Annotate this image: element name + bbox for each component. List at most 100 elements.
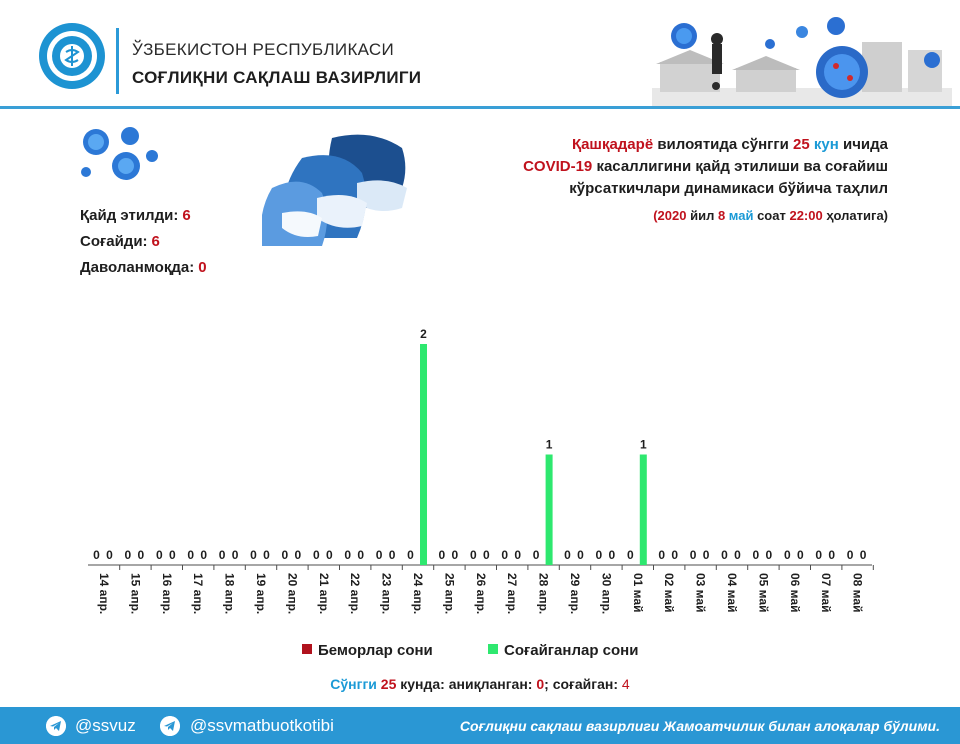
summary-prefix: Сўнгги bbox=[330, 676, 381, 692]
summary-text1: кунда: аниқланган: bbox=[396, 676, 537, 692]
asof-day: 8 bbox=[717, 208, 726, 223]
x-tick-label: 25 апр. bbox=[442, 573, 456, 614]
title-part1: вилоятида сўнгги bbox=[653, 136, 794, 153]
title-days: 25 bbox=[793, 136, 810, 153]
x-tick-label: 03 май bbox=[694, 573, 708, 612]
data-label-recovered: 0 bbox=[389, 548, 396, 562]
x-tick-label: 28 апр. bbox=[537, 573, 551, 614]
telegram-icon[interactable] bbox=[46, 716, 66, 736]
data-label-recovered: 0 bbox=[452, 548, 459, 562]
data-label-patients: 0 bbox=[376, 548, 383, 562]
asof-open: ( bbox=[653, 208, 658, 223]
data-label-patients: 0 bbox=[187, 548, 194, 562]
stat-treating-value: 0 bbox=[198, 259, 207, 276]
data-label-patients: 0 bbox=[501, 548, 508, 562]
stat-registered-value: 6 bbox=[182, 207, 191, 224]
x-tick-label: 15 апр. bbox=[128, 573, 142, 614]
data-label-patients: 0 bbox=[847, 548, 854, 562]
x-tick-label: 23 апр. bbox=[380, 573, 394, 614]
data-label-recovered: 0 bbox=[671, 548, 678, 562]
data-label-recovered: 0 bbox=[734, 548, 741, 562]
stat-recovered-value: 6 bbox=[151, 233, 160, 250]
ministry-emblem-icon bbox=[39, 23, 105, 89]
as-of-date: (2020 йил 8 май соат 22:00 ҳолатига) bbox=[653, 208, 888, 223]
data-label-patients: 0 bbox=[282, 548, 289, 562]
legend-item-patients: Беморлар сони bbox=[302, 642, 433, 659]
stat-recovered-label: Соғайди: bbox=[80, 233, 148, 250]
header-virus-illustration bbox=[652, 17, 952, 106]
data-label-recovered: 0 bbox=[295, 548, 302, 562]
data-label-recovered: 0 bbox=[828, 548, 835, 562]
x-tick-label: 08 май bbox=[851, 573, 865, 612]
data-label-recovered: 0 bbox=[263, 548, 270, 562]
x-tick-label: 19 апр. bbox=[254, 573, 268, 614]
data-label-recovered: 0 bbox=[703, 548, 710, 562]
x-tick-label: 27 апр. bbox=[505, 573, 519, 614]
data-label-patients: 0 bbox=[627, 548, 634, 562]
asof-time: 22:00 bbox=[789, 208, 823, 223]
x-tick-label: 26 апр. bbox=[474, 573, 488, 614]
x-tick-label: 24 апр. bbox=[411, 573, 425, 614]
data-label-recovered: 0 bbox=[483, 548, 490, 562]
title-part2: ичида bbox=[838, 136, 888, 153]
data-label-recovered: 0 bbox=[357, 548, 364, 562]
telegram-handle-ssvuz[interactable]: @ssvuz bbox=[75, 716, 136, 735]
x-tick-label: 18 апр. bbox=[223, 573, 237, 614]
data-label-recovered: 0 bbox=[169, 548, 176, 562]
legend-item-recovered: Соғайганлар сони bbox=[488, 642, 638, 659]
stat-treating-label: Даволанмоқда: bbox=[80, 259, 195, 276]
data-label-patients: 0 bbox=[250, 548, 257, 562]
x-tick-label: 05 май bbox=[756, 573, 770, 612]
data-label-patients: 0 bbox=[313, 548, 320, 562]
x-tick-label: 17 апр. bbox=[191, 573, 205, 614]
data-label-patients: 0 bbox=[407, 548, 414, 562]
summary-text2: ; соғайган: bbox=[544, 676, 622, 692]
data-label-recovered: 2 bbox=[420, 327, 427, 341]
title-line3: кўрсаткичлари динамикаси бўйича таҳлил bbox=[569, 180, 888, 197]
asof-text3: соат bbox=[753, 208, 790, 223]
data-label-patients: 0 bbox=[344, 548, 351, 562]
data-label-patients: 0 bbox=[564, 548, 571, 562]
legend-swatch-patients bbox=[302, 644, 312, 654]
header-divider bbox=[116, 28, 119, 94]
title-covid: COVID-19 bbox=[523, 158, 593, 175]
legend-swatch-recovered bbox=[488, 644, 498, 654]
data-label-recovered: 0 bbox=[106, 548, 113, 562]
data-label-patients: 0 bbox=[93, 548, 100, 562]
data-label-patients: 0 bbox=[219, 548, 226, 562]
x-tick-label: 22 апр. bbox=[348, 573, 362, 614]
header: ЎЗБЕКИСТОН РЕСПУБЛИКАСИ СОҒЛИҚНИ САҚЛАШ … bbox=[0, 0, 960, 108]
x-tick-label: 14 апр. bbox=[97, 573, 111, 614]
data-label-patients: 0 bbox=[439, 548, 446, 562]
data-label-patients: 0 bbox=[815, 548, 822, 562]
stat-treating: Даволанмоқда: 0 bbox=[80, 259, 207, 276]
bar-recovered bbox=[639, 454, 647, 565]
ministry-name-line2: СОҒЛИҚНИ САҚЛАШ ВАЗИРЛИГИ bbox=[132, 68, 422, 87]
data-label-recovered: 1 bbox=[546, 438, 553, 452]
data-label-patients: 0 bbox=[470, 548, 477, 562]
data-label-patients: 0 bbox=[156, 548, 163, 562]
data-label-patients: 0 bbox=[753, 548, 760, 562]
data-label-patients: 0 bbox=[721, 548, 728, 562]
data-label-recovered: 0 bbox=[514, 548, 521, 562]
title-part3: касаллигини қайд этилиши ва соғайиш bbox=[592, 158, 888, 175]
telegram-handle-matbuot[interactable]: @ssvmatbuotkotibi bbox=[190, 716, 334, 735]
data-label-recovered: 0 bbox=[766, 548, 773, 562]
telegram-icon[interactable] bbox=[160, 716, 180, 736]
asof-month: май bbox=[728, 208, 754, 223]
title-region: Қашқадарё bbox=[571, 136, 654, 153]
x-tick-label: 29 апр. bbox=[568, 573, 582, 614]
data-label-recovered: 1 bbox=[640, 438, 647, 452]
data-label-recovered: 0 bbox=[860, 548, 867, 562]
data-label-recovered: 0 bbox=[200, 548, 207, 562]
bar-recovered bbox=[420, 344, 427, 565]
x-tick-label: 21 апр. bbox=[317, 573, 331, 614]
data-label-recovered: 0 bbox=[138, 548, 145, 562]
asof-text4: ҳолатига) bbox=[822, 208, 888, 223]
x-tick-label: 07 май bbox=[819, 573, 833, 612]
masked-people-icon bbox=[262, 134, 407, 246]
bar-recovered bbox=[545, 454, 553, 565]
asof-year: 2020 bbox=[657, 208, 687, 223]
data-label-patients: 0 bbox=[125, 548, 132, 562]
bar-chart: 14 апр.0 015 апр.0 016 апр.0 017 апр.0 018 а… bbox=[88, 327, 874, 614]
